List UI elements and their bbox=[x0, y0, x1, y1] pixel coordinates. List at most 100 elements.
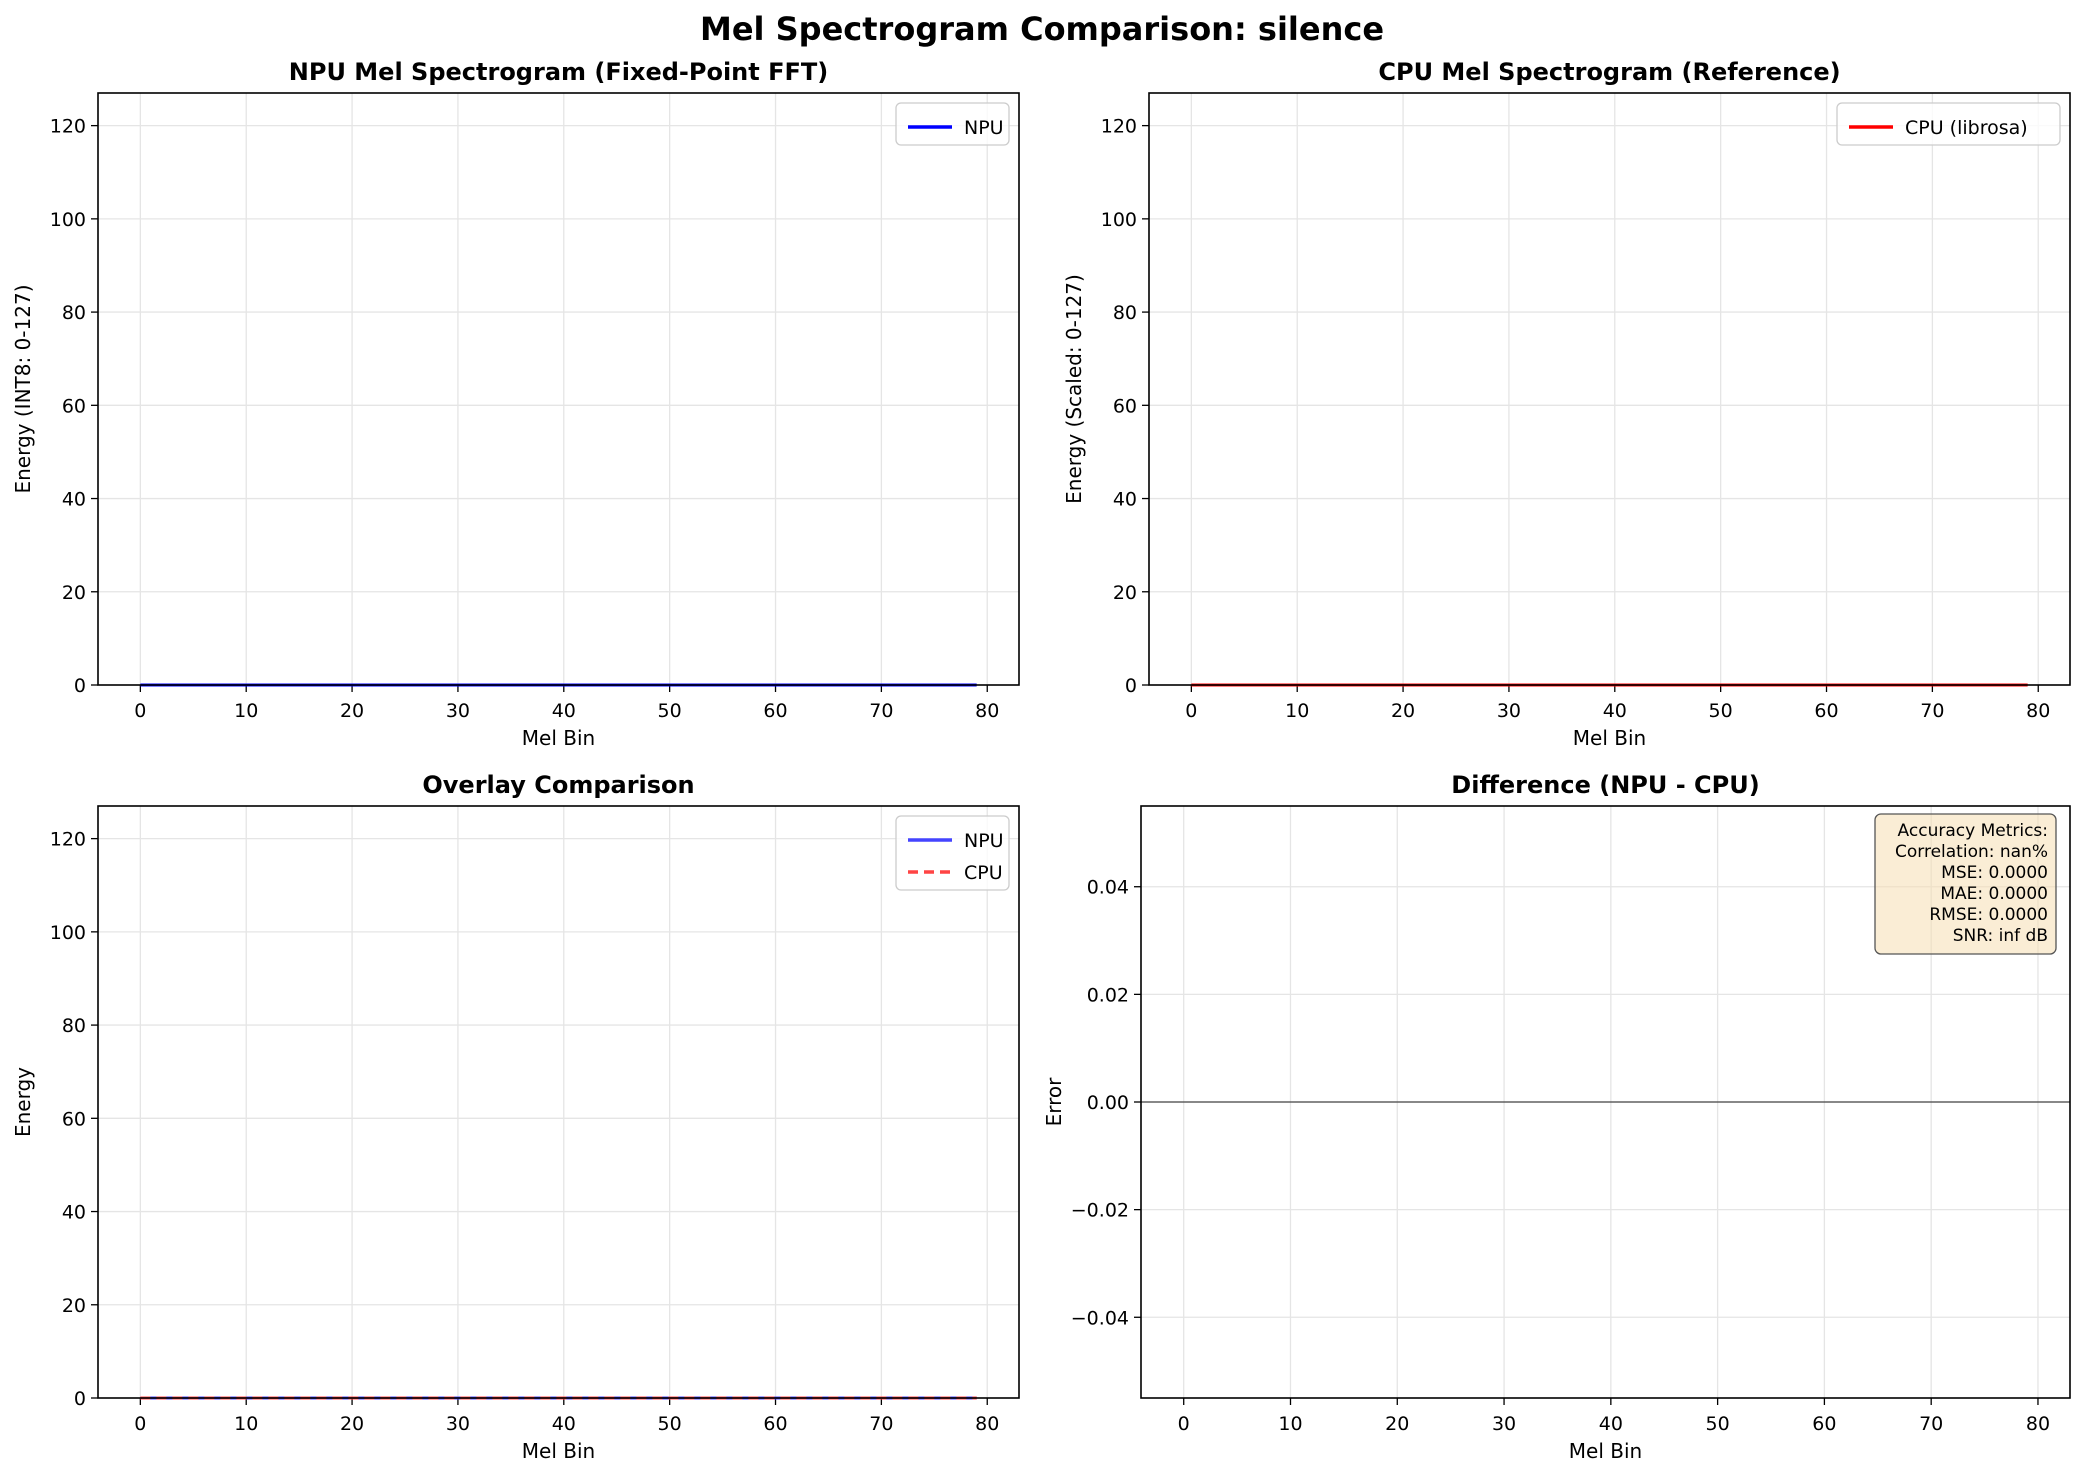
metrics-line: Correlation: nan% bbox=[1895, 842, 2048, 862]
x-axis-label: Mel Bin bbox=[522, 726, 595, 750]
y-tick-label: 40 bbox=[1113, 489, 1137, 511]
subplot-cpu: 0 10 20 30 40 50 60 70 80 0 20 40 60 80 100 120 CPU Mel … bbox=[1062, 58, 2071, 750]
x-axis-label: Mel Bin bbox=[1573, 726, 1646, 750]
metrics-line: MAE: 0.0000 bbox=[1940, 884, 2048, 904]
x-tick-label: 20 bbox=[340, 1413, 364, 1435]
legend-overlay: NPU CPU bbox=[895, 815, 1010, 891]
y-tick-label: 0 bbox=[1125, 675, 1137, 697]
y-tick-label: 80 bbox=[62, 1015, 86, 1037]
y-tick-label: 20 bbox=[62, 1295, 86, 1317]
figure-suptitle: Mel Spectrogram Comparison: silence bbox=[700, 10, 1384, 48]
y-axis-label: Energy (INT8: 0-127) bbox=[11, 285, 35, 494]
y-axis-label: Energy (Scaled: 0-127) bbox=[1062, 274, 1086, 504]
subplot-difference: 0 10 20 30 40 50 60 70 80 −0.04 −0.02 0.00 0.02 0.04 D… bbox=[1042, 771, 2071, 1463]
x-tick-label: 10 bbox=[234, 1413, 258, 1435]
subplot-title: Difference (NPU - CPU) bbox=[1451, 771, 1759, 799]
y-tick-label: 100 bbox=[50, 922, 86, 944]
y-tick-label: 120 bbox=[50, 116, 86, 138]
x-tick-label: 20 bbox=[1385, 1413, 1409, 1435]
y-tick-label: 0.00 bbox=[1087, 1092, 1129, 1114]
y-tick-label: 20 bbox=[1113, 582, 1137, 604]
x-tick-label: 10 bbox=[1278, 1413, 1302, 1435]
x-tick-label: 30 bbox=[1492, 1413, 1516, 1435]
y-tick-label: 0.02 bbox=[1087, 984, 1129, 1006]
y-tick-label: 100 bbox=[1101, 209, 1137, 231]
x-axis-label: Mel Bin bbox=[1569, 1439, 1642, 1463]
x-tick-label: 10 bbox=[1285, 700, 1309, 722]
x-tick-label: 70 bbox=[1920, 700, 1944, 722]
metrics-box: Accuracy Metrics:Correlation: nan%MSE: 0… bbox=[1874, 813, 2057, 955]
legend-label-0: NPU bbox=[964, 830, 1004, 852]
x-tick-label: 70 bbox=[1919, 1413, 1943, 1435]
x-axis-label: Mel Bin bbox=[522, 1439, 595, 1463]
x-tick-label: 70 bbox=[869, 1413, 893, 1435]
x-tick-label: 80 bbox=[975, 1413, 999, 1435]
x-tick-label: 30 bbox=[446, 700, 470, 722]
axes-frame bbox=[1140, 805, 2071, 1399]
y-tick-label: 80 bbox=[1113, 302, 1137, 324]
metrics-line: MSE: 0.0000 bbox=[1941, 863, 2048, 883]
x-tick-label: 80 bbox=[2026, 700, 2050, 722]
y-tick-label: 60 bbox=[1113, 395, 1137, 417]
legend-box bbox=[895, 102, 1010, 146]
legend-label-0: CPU (librosa) bbox=[1905, 117, 2028, 139]
legend-cpu: CPU (librosa) bbox=[1836, 102, 2061, 146]
subplot-title: NPU Mel Spectrogram (Fixed-Point FFT) bbox=[289, 58, 828, 86]
x-tick-label: 20 bbox=[1391, 700, 1415, 722]
x-tick-label: 0 bbox=[134, 1413, 146, 1435]
x-tick-label: 60 bbox=[1814, 700, 1838, 722]
x-tick-label: 40 bbox=[552, 1413, 576, 1435]
x-tick-label: 0 bbox=[1185, 700, 1197, 722]
y-tick-label: 100 bbox=[50, 209, 86, 231]
axes-frame bbox=[1148, 92, 2071, 686]
x-tick-label: 60 bbox=[763, 1413, 787, 1435]
metrics-box-frame bbox=[1874, 813, 2057, 955]
x-tick-label: 70 bbox=[869, 700, 893, 722]
subplot-title: Overlay Comparison bbox=[422, 771, 694, 799]
x-tick-label: 0 bbox=[1178, 1413, 1190, 1435]
x-tick-label: 30 bbox=[446, 1413, 470, 1435]
legend-box bbox=[1836, 102, 2061, 146]
y-tick-label: 40 bbox=[62, 489, 86, 511]
y-tick-label: 20 bbox=[62, 582, 86, 604]
subplot-title: CPU Mel Spectrogram (Reference) bbox=[1378, 58, 1840, 86]
y-tick-label: −0.02 bbox=[1071, 1200, 1129, 1222]
axes-frame bbox=[97, 92, 1020, 686]
y-tick-label: 120 bbox=[50, 829, 86, 851]
x-tick-label: 80 bbox=[975, 700, 999, 722]
subplot-overlay: 0 10 20 30 40 50 60 70 80 0 20 40 60 80 100 120 Overlay … bbox=[11, 771, 1020, 1463]
x-tick-label: 40 bbox=[552, 700, 576, 722]
y-tick-label: −0.04 bbox=[1071, 1307, 1129, 1329]
axes-frame bbox=[97, 805, 1020, 1399]
x-tick-label: 0 bbox=[134, 700, 146, 722]
x-tick-label: 60 bbox=[763, 700, 787, 722]
y-tick-label: 60 bbox=[62, 1108, 86, 1130]
y-axis-label: Energy bbox=[11, 1067, 35, 1137]
metrics-line: Accuracy Metrics: bbox=[1898, 821, 2048, 841]
y-tick-label: 120 bbox=[1101, 116, 1137, 138]
legend-label-0: NPU bbox=[964, 117, 1004, 139]
x-tick-label: 50 bbox=[658, 700, 682, 722]
x-tick-label: 40 bbox=[1599, 1413, 1623, 1435]
subplot-npu: 0 10 20 30 40 50 60 70 80 0 20 40 60 80 100 120 NPU Mel … bbox=[11, 58, 1020, 750]
y-tick-label: 60 bbox=[62, 395, 86, 417]
x-tick-label: 20 bbox=[340, 700, 364, 722]
x-tick-label: 50 bbox=[1706, 1413, 1730, 1435]
x-tick-label: 50 bbox=[658, 1413, 682, 1435]
legend-label-1: CPU bbox=[964, 862, 1003, 884]
x-tick-label: 50 bbox=[1709, 700, 1733, 722]
metrics-line: SNR: inf dB bbox=[1953, 926, 2048, 946]
x-tick-label: 30 bbox=[1497, 700, 1521, 722]
x-tick-label: 60 bbox=[1812, 1413, 1836, 1435]
y-tick-label: 0 bbox=[74, 1388, 86, 1410]
x-tick-label: 10 bbox=[234, 700, 258, 722]
y-tick-label: 80 bbox=[62, 302, 86, 324]
x-tick-label: 80 bbox=[2026, 1413, 2050, 1435]
y-tick-label: 0 bbox=[74, 675, 86, 697]
y-tick-label: 0.04 bbox=[1087, 877, 1129, 899]
y-axis-label: Error bbox=[1042, 1077, 1066, 1127]
y-tick-label: 40 bbox=[62, 1202, 86, 1224]
x-tick-label: 40 bbox=[1603, 700, 1627, 722]
